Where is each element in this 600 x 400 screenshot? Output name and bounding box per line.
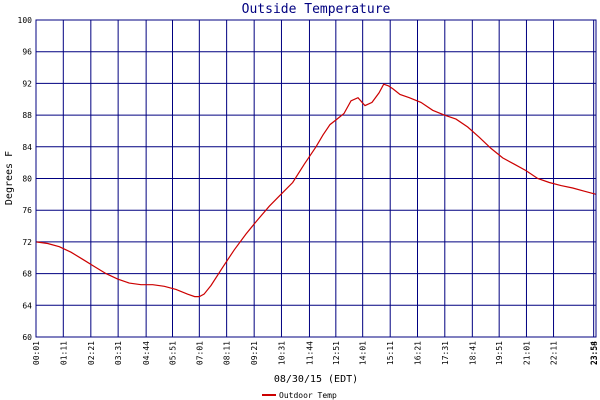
x-tick-label: 08:11 bbox=[223, 341, 232, 365]
legend: Outdoor Temp bbox=[262, 391, 337, 400]
x-tick-labels: 00:01 01:11 02:21 03:31 04:44 05:51 07:01 08:11… bbox=[32, 341, 599, 365]
y-tick-label: 84 bbox=[22, 143, 32, 152]
y-tick-label: 64 bbox=[22, 301, 32, 310]
y-tick-label: 100 bbox=[18, 16, 33, 25]
x-tick-label: 00:01 bbox=[32, 341, 41, 365]
series-lines bbox=[35, 83, 597, 298]
x-tick-label: 14:01 bbox=[359, 341, 368, 365]
x-tick-label: 02:21 bbox=[87, 341, 96, 365]
x-tick-label: 19:51 bbox=[495, 341, 504, 365]
chart-title: Outside Temperature bbox=[242, 2, 391, 17]
x-tick-label: 09:21 bbox=[250, 341, 259, 365]
y-tick-label: 88 bbox=[22, 111, 32, 120]
y-tick-label: 72 bbox=[22, 238, 32, 247]
x-tick-label: 15:11 bbox=[386, 341, 395, 365]
x-tick-label: 01:11 bbox=[59, 341, 68, 365]
y-tick-label: 92 bbox=[22, 79, 32, 88]
x-tick-label: 18:41 bbox=[468, 341, 477, 365]
x-tick-label: 10:31 bbox=[277, 341, 286, 365]
y-tick-label: 76 bbox=[22, 206, 32, 215]
x-tick-label: 11:44 bbox=[305, 341, 314, 365]
y-tick-label: 96 bbox=[22, 48, 32, 57]
x-tick-label: 17:31 bbox=[441, 341, 450, 365]
legend-label-outdoor-temp: Outdoor Temp bbox=[279, 391, 337, 400]
y-tick-label: 80 bbox=[22, 175, 32, 184]
x-tick-label: 03:31 bbox=[114, 341, 123, 365]
x-tick-label: 07:01 bbox=[195, 341, 204, 365]
y-tick-labels: 60 64 68 72 76 80 84 88 92 96 100 bbox=[18, 16, 33, 342]
grid bbox=[35, 19, 597, 338]
x-tick-label: 22:11 bbox=[550, 341, 559, 365]
plot-frame bbox=[35, 19, 597, 338]
x-tick-label: 16:21 bbox=[414, 341, 423, 365]
y-tick-label: 68 bbox=[22, 270, 32, 279]
series-line-outdoor-temp bbox=[35, 83, 597, 298]
y-axis-label: Degrees F bbox=[4, 151, 15, 205]
x-axis-label: 08/30/15 (EDT) bbox=[274, 374, 358, 385]
x-tick-label: 23:54 bbox=[590, 341, 599, 365]
x-tick-label: 12:51 bbox=[332, 341, 341, 365]
x-tick-label: 23:58 bbox=[590, 341, 599, 365]
x-tick-label: 21:01 bbox=[522, 341, 531, 365]
y-tick-label: 60 bbox=[22, 333, 32, 342]
x-tick-label: 04:44 bbox=[142, 341, 151, 365]
x-tick-label: 05:51 bbox=[169, 341, 178, 365]
